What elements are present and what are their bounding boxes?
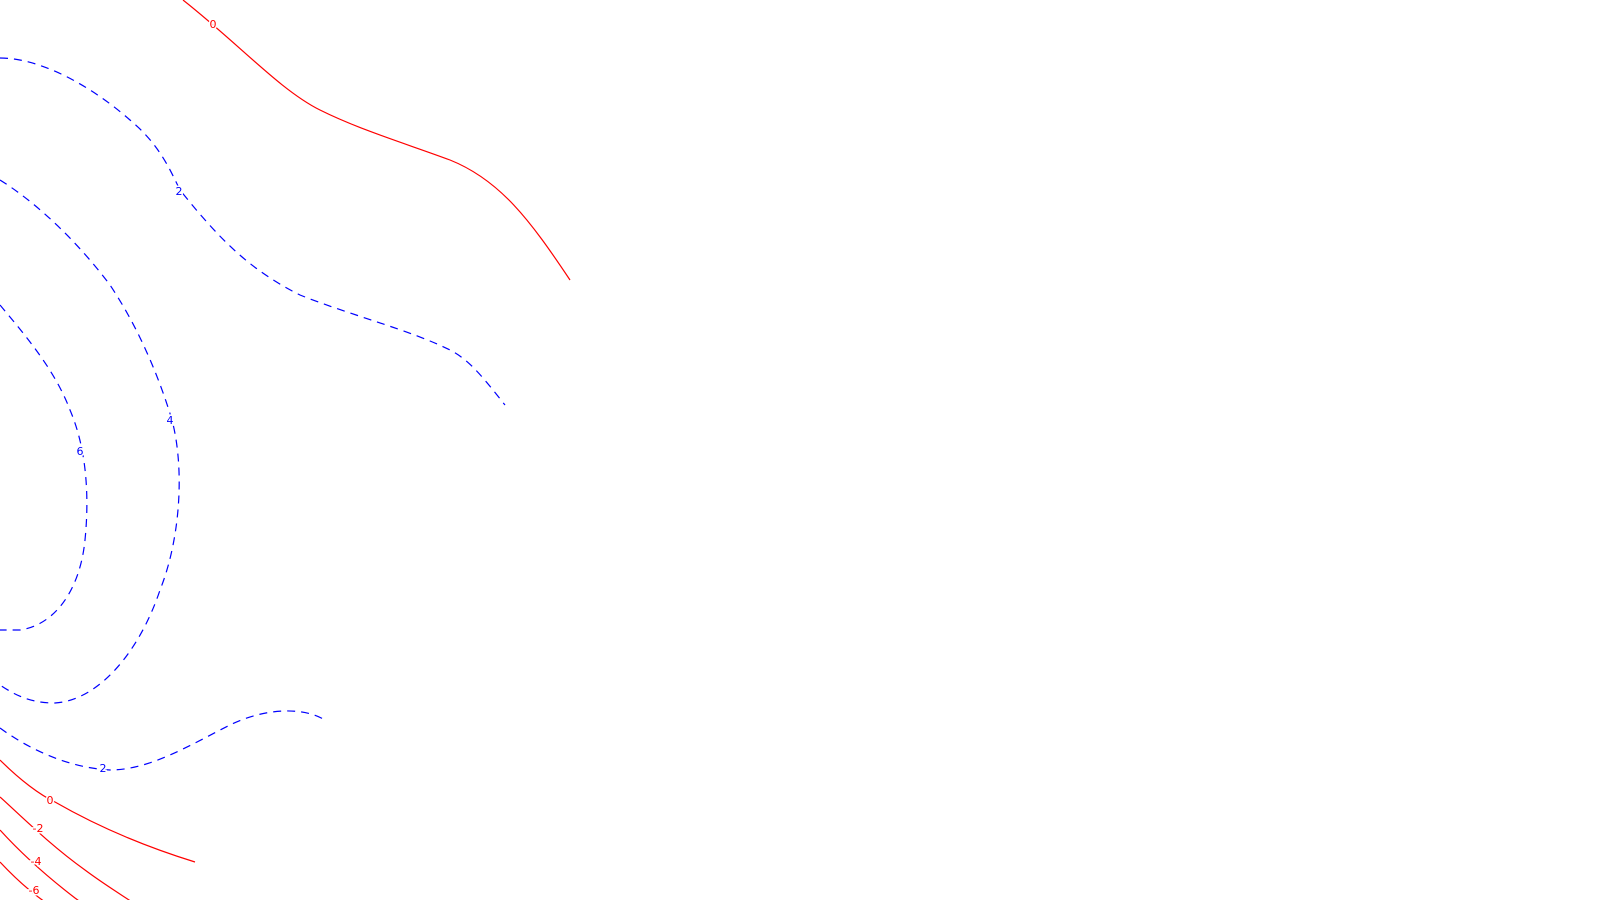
contour-label-red-0-bottom: 0 bbox=[47, 794, 54, 807]
contour-label-blue-2-bottom: 2 bbox=[100, 762, 107, 775]
contour-label-blue-6: 6 bbox=[77, 445, 84, 458]
contour-line-blue-2-top bbox=[0, 57, 506, 406]
contour-line-red-minus-4 bbox=[0, 829, 79, 900]
contour-line-red-minus-6 bbox=[0, 861, 44, 900]
contour-line-red-0-top bbox=[182, 0, 571, 281]
contour-label-blue-4: 4 bbox=[167, 414, 174, 427]
contour-label-red-minus-6: -6 bbox=[29, 884, 40, 897]
contour-label-red-minus-2: -2 bbox=[33, 822, 44, 835]
contour-label-red-minus-4: -4 bbox=[31, 855, 42, 868]
contour-label-red-0-top: 0 bbox=[210, 18, 217, 31]
contour-line-red-0-bottom bbox=[0, 759, 196, 863]
contour-line-blue-4 bbox=[0, 179, 180, 704]
contour-line-blue-2-bottom bbox=[0, 710, 326, 771]
contour-line-red-minus-2 bbox=[0, 796, 131, 900]
contour-label-blue-2-top: 2 bbox=[176, 185, 183, 198]
